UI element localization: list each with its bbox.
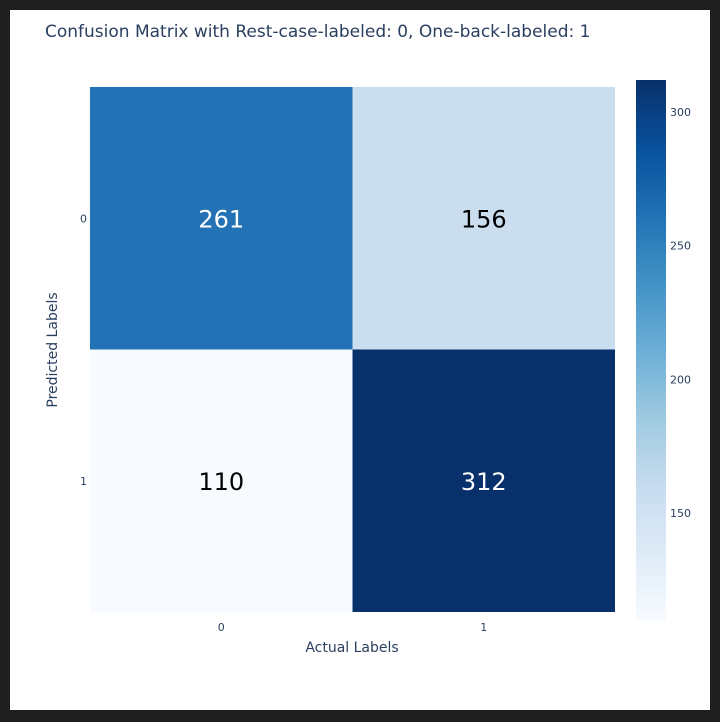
heatmap-cells — [90, 87, 615, 612]
x-axis-title: Actual Labels — [305, 640, 398, 656]
colorbar-tick-label-3: 300 — [670, 106, 691, 119]
heatmap-cell-r1-c1 — [352, 349, 615, 612]
y-axis-ticks: 01 — [80, 212, 87, 488]
x-tick-label-0: 0 — [218, 621, 225, 634]
heatmap-cell-r0-c1 — [352, 87, 615, 350]
chart-frame: Confusion Matrix with Rest-case-labeled:… — [10, 10, 710, 710]
chart-title: Confusion Matrix with Rest-case-labeled:… — [45, 22, 591, 42]
y-tick-label-1: 1 — [80, 475, 87, 488]
y-tick-label-0: 0 — [80, 212, 87, 225]
y-axis-title: Predicted Labels — [45, 292, 61, 407]
colorbar-tick-label-2: 250 — [670, 240, 691, 253]
colorbar-ticks: 150 200 250 300 — [670, 106, 691, 520]
heatmap-cell-labels: 261 156 110 312 — [198, 205, 506, 496]
cell-value-r1-c0: 110 — [198, 468, 244, 496]
heatmap-cell-r1-c0 — [90, 349, 353, 612]
cell-value-r0-c1: 156 — [461, 205, 507, 233]
cell-value-r0-c0: 261 — [198, 205, 244, 233]
colorbar-tick-label-0: 150 — [670, 507, 691, 520]
cell-value-r1-c1: 312 — [461, 468, 507, 496]
heatmap-cell-r0-c0 — [90, 87, 353, 350]
colorbar-tick-label-1: 200 — [670, 373, 691, 386]
x-tick-label-1: 1 — [480, 621, 487, 634]
colorbar — [636, 80, 666, 620]
